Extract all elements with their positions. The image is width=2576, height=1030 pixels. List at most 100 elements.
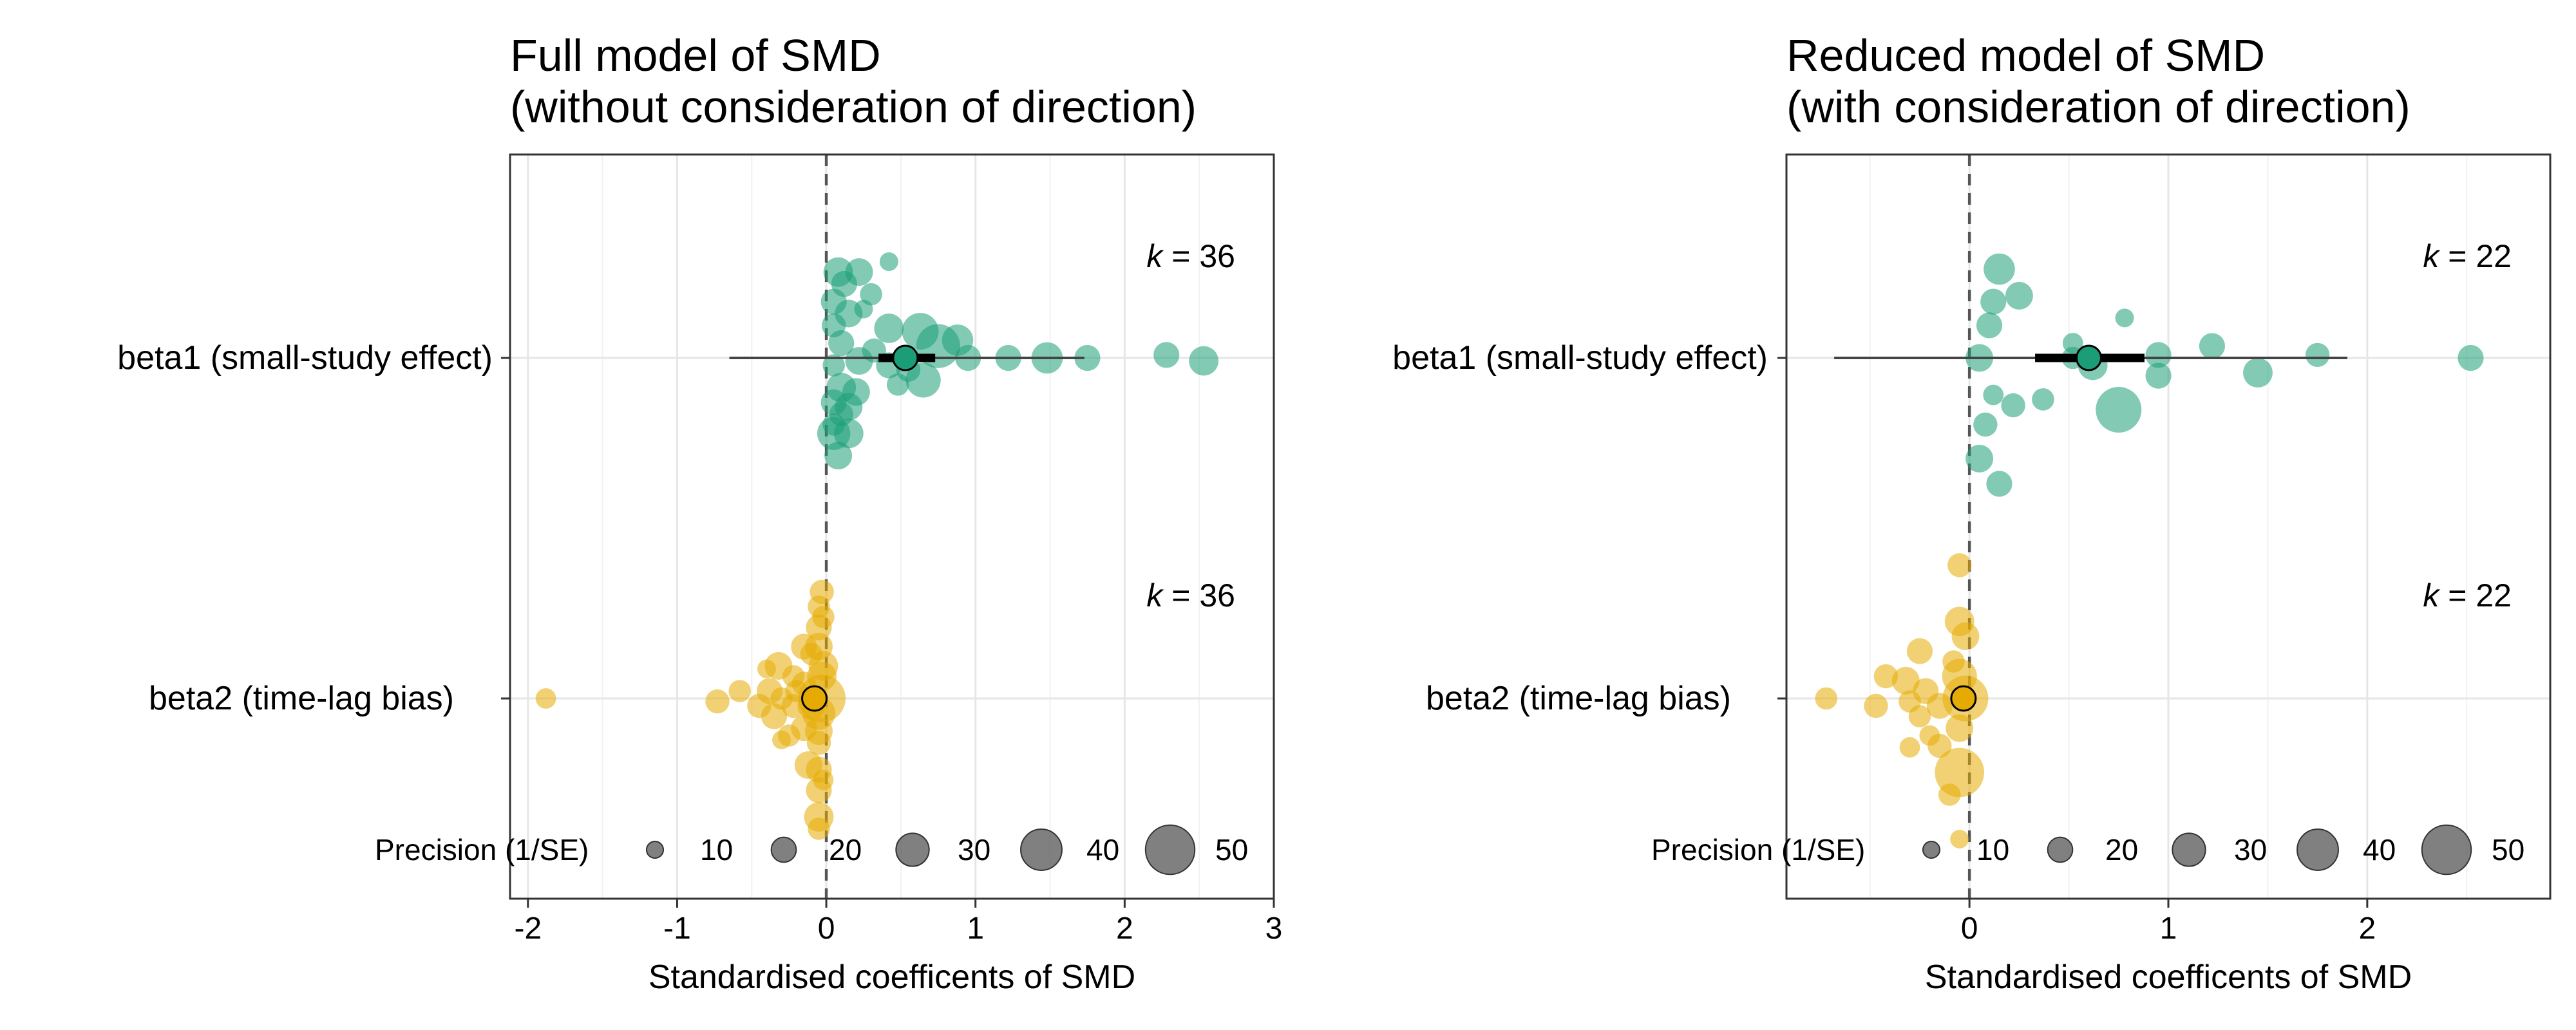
data-point: [1189, 346, 1219, 376]
data-point: [845, 347, 873, 375]
x-tick-label: 0: [818, 912, 835, 946]
x-tick-label: 2: [2359, 912, 2376, 946]
category-label: beta2 (time-lag bias): [1426, 680, 1731, 717]
x-tick-label: 1: [967, 912, 984, 946]
data-point: [879, 252, 898, 271]
k-value: = 36: [1162, 577, 1235, 613]
data-point: [1891, 666, 1920, 695]
estimate-point: [892, 344, 919, 371]
k-value: = 36: [1162, 238, 1235, 274]
data-point: [772, 730, 791, 749]
precision-legend: Precision (1/SE) 10 20 30 40 50: [1651, 824, 2524, 876]
panel-border: [509, 153, 1275, 900]
data-point: [812, 606, 835, 628]
legend-size-marker: [2297, 829, 2339, 871]
series-1: [729, 252, 1219, 470]
data-point: [1153, 342, 1180, 368]
k-label: k = 36: [1146, 238, 1235, 274]
data-point: [813, 769, 834, 791]
category-label: beta1 (small-study effect): [1392, 339, 1768, 377]
data-point: [2001, 393, 2025, 418]
legend-size-label: 50: [2492, 833, 2524, 866]
data-point: [810, 579, 834, 604]
legend-size-label: 30: [2234, 833, 2267, 866]
chart-subtitle: (without consideration of direction): [510, 82, 1197, 132]
data-point: [2145, 342, 2172, 368]
data-point: [808, 818, 830, 840]
data-point: [2458, 344, 2484, 371]
data-point: [800, 642, 823, 666]
legend-size-marker: [2047, 836, 2074, 863]
data-point: [2199, 333, 2226, 359]
data-point: [824, 442, 853, 470]
chart-title: Full model of SMD: [510, 30, 881, 80]
data-point: [2096, 387, 2142, 433]
x-axis-label: Standardised coefficents of SMD: [1925, 959, 2412, 996]
k-value: = 22: [2439, 238, 2512, 274]
data-point: [833, 418, 864, 449]
precision-legend: Precision (1/SE) 10 20 30 40 50: [375, 824, 1248, 876]
data-point: [1926, 693, 1953, 719]
data-point: [905, 362, 941, 398]
category-label: beta1 (small-study effect): [117, 339, 493, 377]
data-point: [1938, 783, 1961, 806]
chart-title: Reduced model of SMD: [1786, 30, 2265, 80]
data-point: [1815, 687, 1838, 710]
legend-size-label: 20: [2105, 833, 2138, 866]
legend-size-label: 40: [1086, 833, 1119, 866]
legend-size-label: 30: [958, 833, 990, 866]
x-tick-label: 1: [2160, 912, 2177, 946]
data-point: [1927, 733, 1952, 758]
data-point: [1942, 650, 1965, 673]
panel-2: Reduced model of SMD (with consideration…: [1392, 30, 2552, 996]
data-point: [1074, 344, 1101, 371]
data-point: [1951, 622, 1980, 650]
data-point: [822, 354, 845, 377]
data-point: [2032, 388, 2054, 411]
plot-area: [510, 154, 1274, 899]
panel-1: Full model of SMD (without consideration…: [117, 30, 1282, 996]
legend-size-marker: [1020, 829, 1063, 871]
data-point: [860, 283, 882, 306]
data-point: [728, 680, 752, 702]
legend-size-label: 40: [2363, 833, 2396, 866]
series-2: [1815, 553, 1989, 848]
data-point: [1946, 714, 1974, 742]
legend-size-label: 10: [700, 833, 733, 866]
legend-title: Precision (1/SE): [1651, 833, 1865, 866]
data-point: [2305, 342, 2330, 368]
data-point: [2005, 281, 2033, 310]
estimate-point: [2075, 344, 2102, 371]
data-point: [1973, 412, 1998, 437]
series-1: [1834, 253, 2484, 497]
legend-size-label: 50: [1215, 833, 1248, 866]
legend-size-marker: [2421, 824, 2472, 876]
series-2: [535, 579, 846, 840]
x-axis-label: Standardised coefficents of SMD: [649, 959, 1135, 996]
k-symbol: k: [2423, 238, 2441, 274]
k-symbol: k: [1146, 238, 1164, 274]
x-tick-label: -2: [514, 912, 542, 946]
data-point: [1980, 288, 2007, 315]
data-point: [1984, 253, 2015, 285]
legend-size-marker: [895, 832, 930, 867]
category-label: beta2 (time-lag bias): [149, 680, 454, 717]
data-point: [1873, 664, 1899, 689]
data-point: [535, 688, 556, 709]
x-tick-label: 0: [1961, 912, 1978, 946]
x-tick-label: 3: [1265, 912, 1283, 946]
k-label: k = 22: [2423, 577, 2512, 613]
x-tick-label: -1: [663, 912, 691, 946]
chart-subtitle: (with consideration of direction): [1786, 82, 2410, 132]
k-label: k = 22: [2423, 238, 2512, 274]
data-point: [1899, 737, 1920, 758]
estimate-point: [801, 685, 828, 712]
data-point: [1983, 384, 2004, 406]
data-point: [2145, 362, 2172, 389]
data-point: [2115, 308, 2134, 328]
k-label: k = 36: [1146, 577, 1235, 613]
legend-size-marker: [1144, 824, 1196, 876]
data-point: [1906, 638, 1933, 664]
legend-size-label: 20: [829, 833, 862, 866]
